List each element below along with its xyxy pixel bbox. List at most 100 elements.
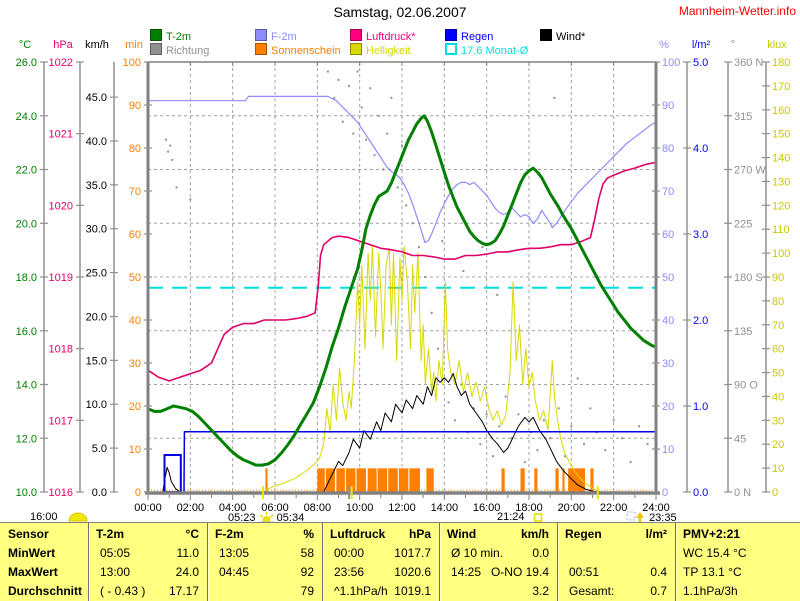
table-col-name: F-2m xyxy=(215,527,244,541)
wind-direction-dot xyxy=(337,78,340,81)
wind-direction-dot xyxy=(396,186,399,189)
axis-label-deg: 225 xyxy=(734,218,752,230)
axis-label-temp: 22.0 xyxy=(16,165,37,177)
wind-direction-dot xyxy=(563,455,566,458)
axis-label-klux: 60 xyxy=(772,344,784,356)
table-divider xyxy=(322,523,323,601)
wind-direction-dot xyxy=(589,407,592,410)
axis-label-klux: 160 xyxy=(772,105,790,117)
table-col-unit: hPa xyxy=(408,527,431,541)
table-value: 24.0 xyxy=(175,565,199,579)
site-link[interactable]: Mannheim-Wetter.info xyxy=(678,4,796,18)
wind-direction-dot xyxy=(621,437,624,440)
axis-label-pct: 80 xyxy=(662,143,674,155)
sunshine-bar xyxy=(590,468,594,492)
axis-label-klux: 90 xyxy=(772,272,784,284)
axis-label-klux: 50 xyxy=(772,368,784,380)
wind-direction-dot xyxy=(417,246,420,249)
wind-direction-dot xyxy=(542,419,545,422)
sunshine-bar xyxy=(501,468,505,492)
wind-direction-dot xyxy=(460,383,463,386)
x-tick-label: 02:00 xyxy=(177,502,205,514)
axis-label-temp: 14.0 xyxy=(16,380,37,392)
wind-direction-dot xyxy=(333,96,336,99)
axis-unit-min: min xyxy=(125,39,143,51)
axis-unit-hpa: hPa xyxy=(53,39,73,51)
axis-label-kmh: 10.0 xyxy=(86,399,107,411)
table-col-name: T-2m xyxy=(96,527,125,541)
table-time: ^1.1hPa/h xyxy=(334,584,388,598)
legend-item-f-2m: F-2m xyxy=(255,29,297,43)
axis-label-pct: 40 xyxy=(662,315,674,327)
axis-label-lm2: 4.0 xyxy=(693,143,708,155)
table-col-name: Luftdruck xyxy=(330,527,386,541)
wind-direction-dot xyxy=(189,198,192,201)
x-tick-label: 12:00 xyxy=(388,502,416,514)
wind-direction-dot xyxy=(570,425,573,428)
wind-direction-dot xyxy=(169,144,172,147)
wind-direction-dot xyxy=(352,132,355,135)
wind-direction-dot xyxy=(377,114,380,117)
axis-label-min: 0 xyxy=(135,487,141,499)
axis-label-temp: 26.0 xyxy=(16,57,37,69)
table-divider xyxy=(439,523,440,601)
page-title: Samstag, 02.06.2007 xyxy=(333,4,467,20)
table-time: ( - 0.43 ) xyxy=(100,584,146,598)
x-tick-label: 18:00 xyxy=(515,502,543,514)
table-col-name: PMV+2:21 xyxy=(683,527,741,541)
wind-direction-dot xyxy=(646,443,649,446)
wind-direction-dot xyxy=(612,419,615,422)
wind-direction-dot xyxy=(638,425,641,428)
axis-label-klux: 140 xyxy=(772,153,790,165)
table-value: WC 15.4 °C xyxy=(683,546,747,560)
table-time: 00:00 xyxy=(334,546,365,560)
axis-label-hpa: 1020 xyxy=(49,200,73,212)
x-tick-label: 22:00 xyxy=(600,502,628,514)
axis-label-hpa: 1017 xyxy=(49,415,73,427)
axis-label-temp: 12.0 xyxy=(16,433,37,445)
table-time: Gesamt: xyxy=(569,584,615,598)
wind-direction-dot xyxy=(447,401,450,404)
axis-label-klux: 0 xyxy=(772,487,778,499)
axis-label-min: 30 xyxy=(129,358,141,370)
wind-direction-dot xyxy=(462,270,465,273)
axis-label-min: 100 xyxy=(123,57,141,69)
table-time: Ø 10 min. xyxy=(451,546,504,560)
table-value: 1020.6 xyxy=(394,565,431,579)
legend-item-wind-: Wind* xyxy=(540,29,585,43)
axis-label-kmh: 25.0 xyxy=(86,268,107,280)
table-value: 92 xyxy=(300,565,314,579)
axis-label-hpa: 1016 xyxy=(49,487,73,499)
axis-label-kmh: 35.0 xyxy=(86,180,107,192)
sunshine-bar xyxy=(367,468,377,492)
x-tick-label: 06:00 xyxy=(261,502,289,514)
wind-direction-dot xyxy=(436,347,439,350)
axis-label-klux: 110 xyxy=(772,224,790,236)
series-f-2m xyxy=(147,95,657,244)
sunshine-bar xyxy=(520,468,525,492)
series-luftdruck xyxy=(147,161,657,382)
legend-item-luftdruck-: Luftdruck* xyxy=(350,29,416,43)
table-time: 00:51 xyxy=(569,565,600,579)
axis-label-klux: 10 xyxy=(772,463,784,475)
sunset-time: 21:24 xyxy=(497,511,525,523)
axis-label-lm2: 0.0 xyxy=(693,487,708,499)
axis-label-deg: 45 xyxy=(734,433,746,445)
wind-direction-dot xyxy=(604,449,607,452)
axis-label-lm2: 2.0 xyxy=(693,315,708,327)
moonset-annotation: 23:35 xyxy=(626,511,677,524)
axis-label-pct: 0 xyxy=(662,487,668,499)
axis-label-lm2: 5.0 xyxy=(693,57,708,69)
axis-label-lm2: 1.0 xyxy=(693,401,708,413)
legend-label: F-2m xyxy=(271,31,297,43)
table-value: 11.0 xyxy=(176,546,199,560)
axis-label-deg: 0 N xyxy=(734,487,751,499)
wind-direction-dot xyxy=(164,138,167,141)
x-tick-label: 00:00 xyxy=(134,502,162,514)
axis-label-lm2: 3.0 xyxy=(693,229,708,241)
wind-direction-dot xyxy=(453,419,456,422)
axis-unit-pct: % xyxy=(659,39,669,51)
legend-swatch xyxy=(350,43,362,55)
wind-direction-dot xyxy=(171,158,174,161)
axis-label-kmh: 40.0 xyxy=(86,136,107,148)
